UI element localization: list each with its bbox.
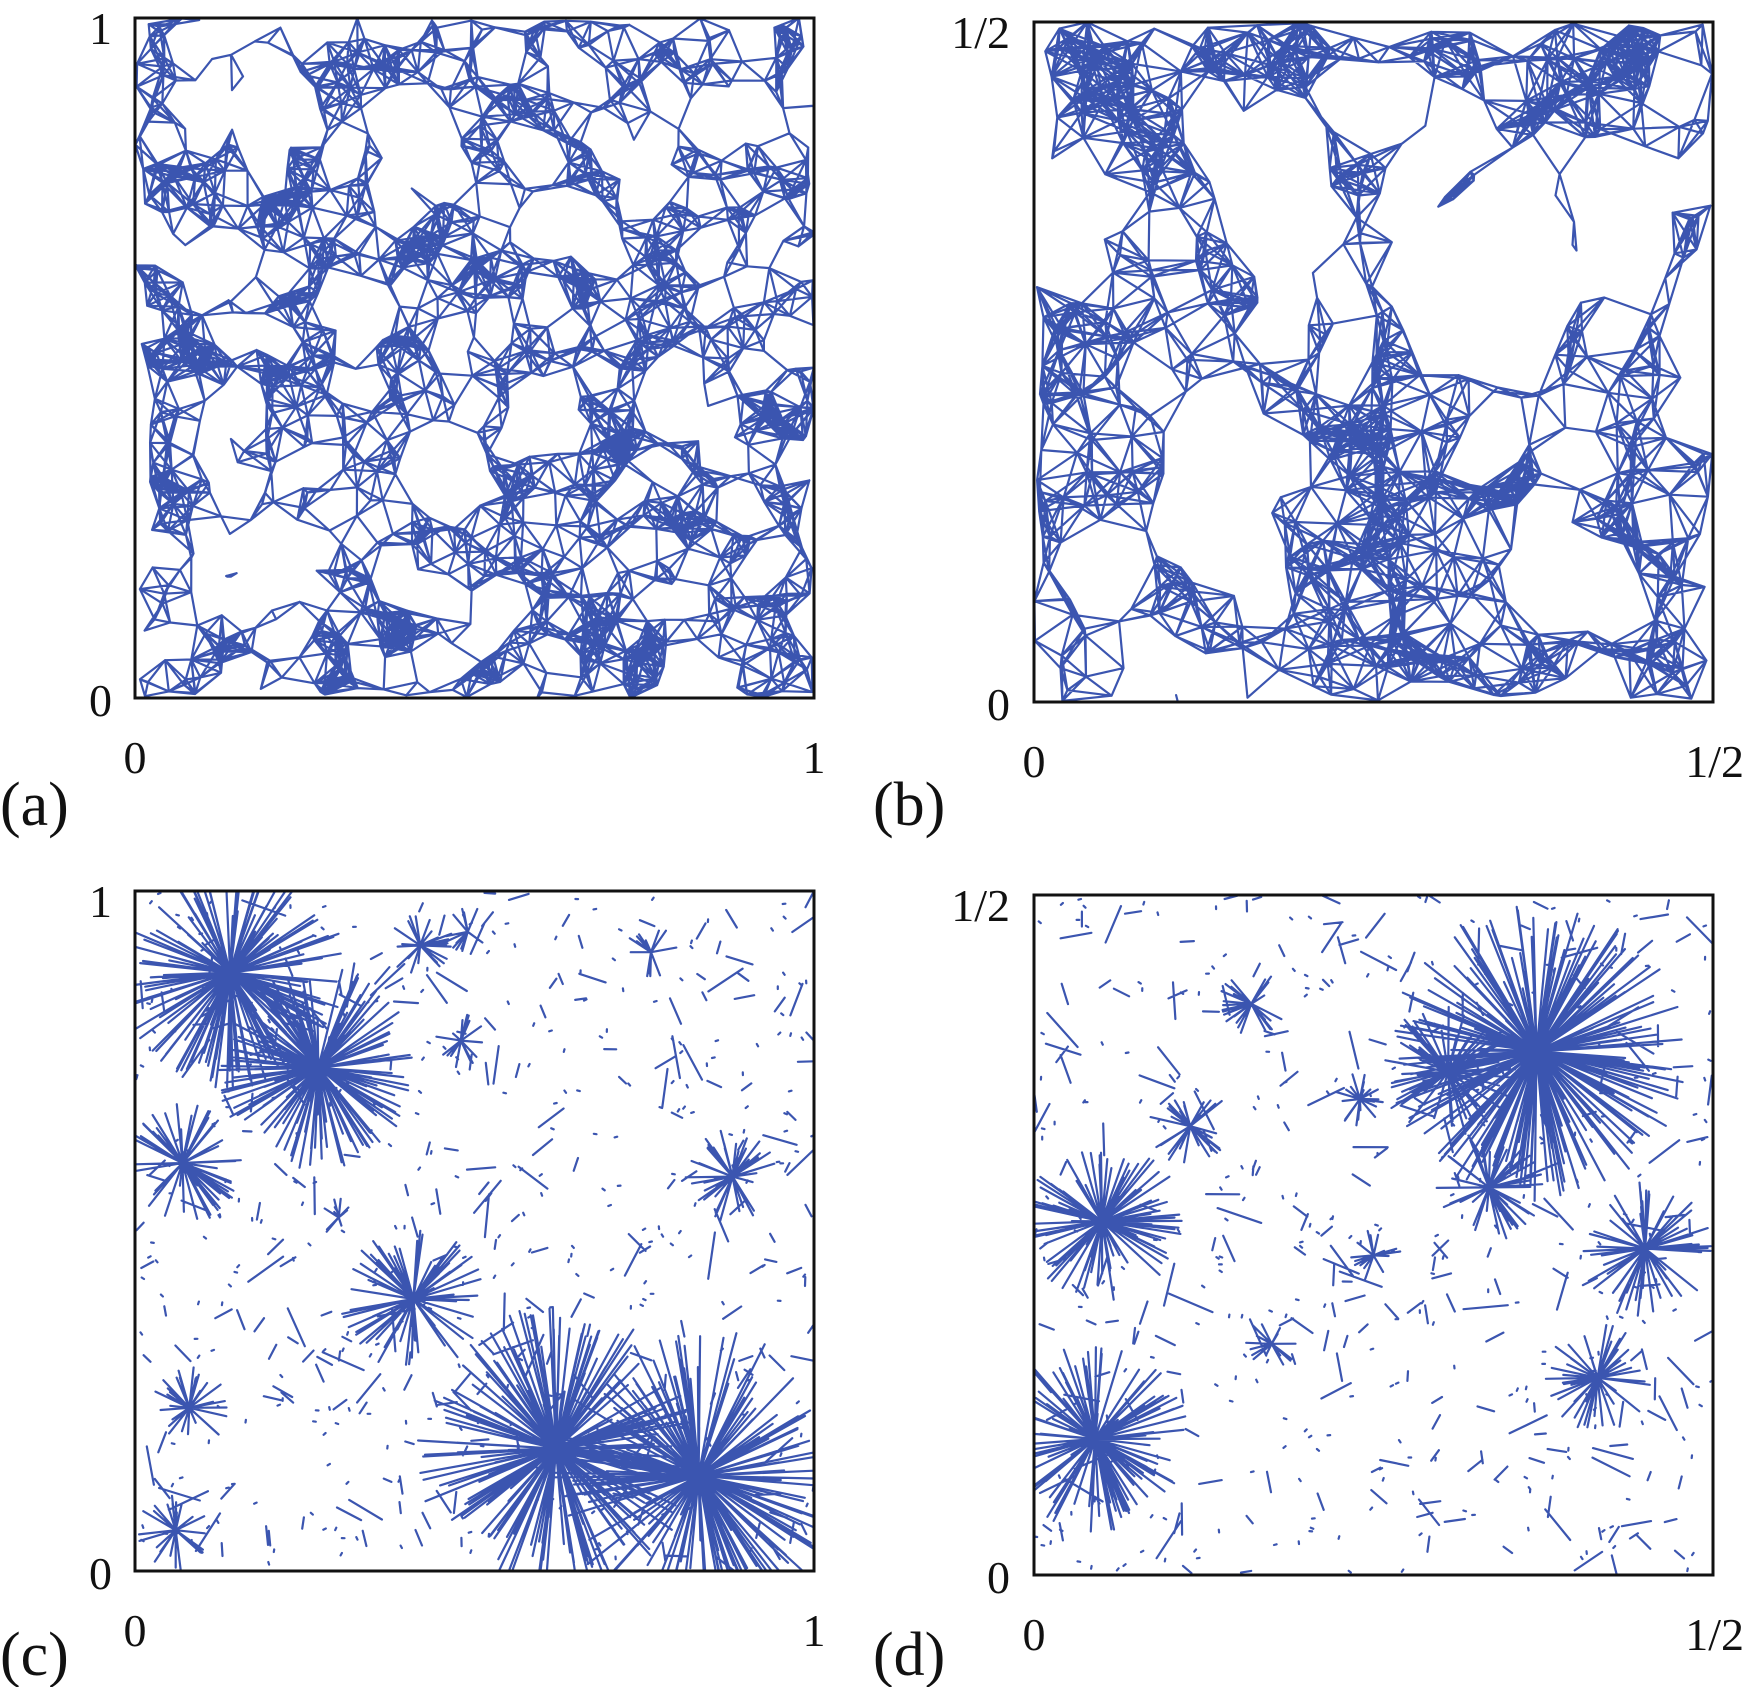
panel-d-edges xyxy=(1032,893,1715,1577)
panel-d: 1/2 0 0 1/2 (d) xyxy=(873,880,1744,1687)
panel-a-label: (a) xyxy=(0,771,69,839)
panel-c-label: (c) xyxy=(0,1621,69,1687)
panel-b-edges xyxy=(1033,21,1714,702)
panel-a-x-tick-left: 0 xyxy=(124,732,147,783)
panel-b-y-tick-top: 1/2 xyxy=(951,7,1010,58)
panel-b-y-tick-bottom: 0 xyxy=(987,679,1010,730)
panel-c: 1 0 0 1 (c) xyxy=(0,876,826,1687)
panel-d-frame xyxy=(1032,893,1715,1577)
panel-b-frame xyxy=(1032,20,1715,704)
panel-a-x-tick-right: 1 xyxy=(803,732,826,783)
panel-b-x-tick-right: 1/2 xyxy=(1685,736,1744,787)
panel-c-y-tick-bottom: 0 xyxy=(89,1548,112,1599)
panel-d-x-tick-right: 1/2 xyxy=(1685,1609,1744,1660)
panel-c-x-tick-left: 0 xyxy=(124,1605,147,1656)
panel-b-network xyxy=(1033,21,1714,702)
panel-c-network xyxy=(133,889,816,1573)
panel-a-frame xyxy=(133,16,816,700)
panel-d-y-tick-bottom: 0 xyxy=(987,1552,1010,1603)
panel-d-label: (d) xyxy=(873,1621,945,1687)
panel-b-x-tick-left: 0 xyxy=(1023,736,1046,787)
panel-c-frame xyxy=(133,889,816,1573)
panel-a-y-tick-top: 1 xyxy=(89,3,112,54)
panel-b-label: (b) xyxy=(873,771,945,839)
panel-c-y-tick-top: 1 xyxy=(89,876,112,927)
panel-a-edges xyxy=(134,16,815,699)
panel-a: 1 0 0 1 (a) xyxy=(0,3,826,839)
panel-d-y-tick-top: 1/2 xyxy=(951,880,1010,931)
panel-c-edges xyxy=(133,889,816,1573)
panel-a-y-tick-bottom: 0 xyxy=(89,675,112,726)
panel-d-network xyxy=(1032,893,1715,1577)
panel-c-x-tick-right: 1 xyxy=(803,1605,826,1656)
panel-b: 1/2 0 0 1/2 (b) xyxy=(873,7,1744,839)
panel-d-x-tick-left: 0 xyxy=(1023,1609,1046,1660)
panel-a-network xyxy=(134,16,815,699)
